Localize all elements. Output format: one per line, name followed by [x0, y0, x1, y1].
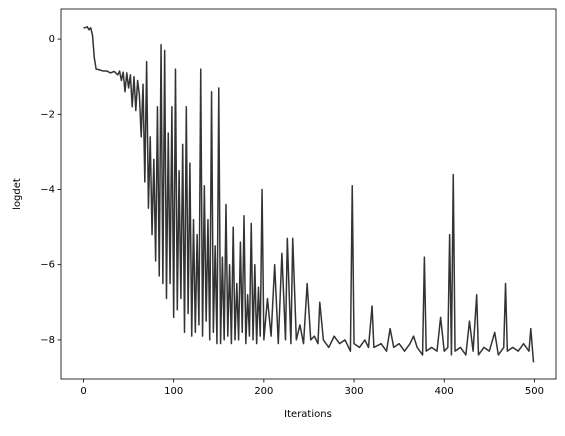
y-tick-label: 0 — [49, 34, 55, 45]
x-tick-label: 200 — [254, 386, 273, 397]
y-tick-label: −4 — [40, 184, 55, 195]
y-tick-label: −8 — [40, 335, 55, 346]
data-line — [83, 25, 535, 363]
x-tick-label: 100 — [164, 386, 183, 397]
y-tick-label: −2 — [40, 109, 55, 120]
x-tick-label: 500 — [525, 386, 544, 397]
x-tick-label: 400 — [435, 386, 454, 397]
x-tick-label: 0 — [80, 386, 86, 397]
y-tick-label: −6 — [40, 260, 55, 271]
x-tick-label: 300 — [344, 386, 363, 397]
x-axis-label: Iterations — [284, 409, 332, 420]
y-axis-label: logdet — [12, 178, 23, 210]
axes-frame — [60, 8, 557, 380]
